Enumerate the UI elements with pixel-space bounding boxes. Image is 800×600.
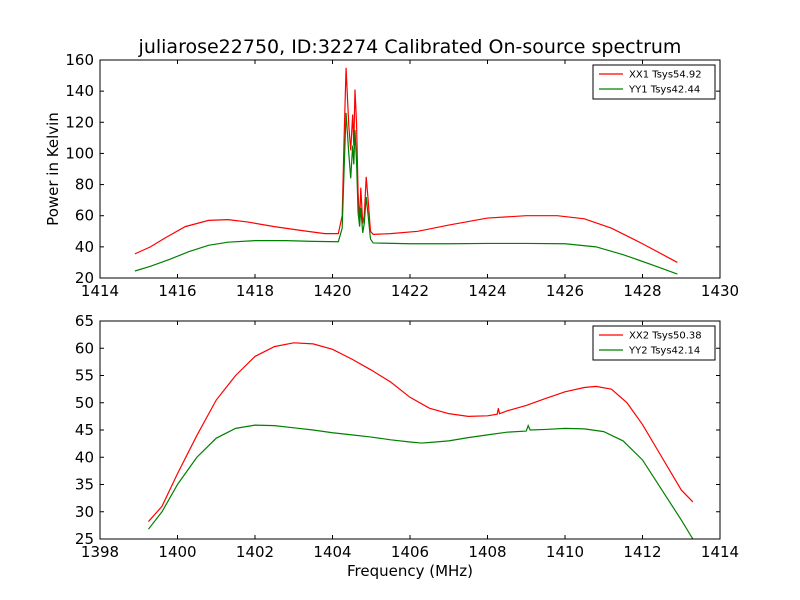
- y-tick-label: 25: [75, 530, 94, 548]
- y-tick-label: 140: [65, 82, 94, 100]
- series-line-yy2: [147, 424, 694, 539]
- x-tick-label: 1410: [546, 543, 584, 561]
- legend-label: YY2 Tsys42.14: [628, 346, 700, 357]
- y-tick-label: 60: [75, 207, 94, 225]
- y-tick-label: 160: [65, 51, 94, 69]
- x-tick-label: 1424: [468, 282, 506, 300]
- y-tick-label: 45: [75, 421, 94, 439]
- x-tick-label: 1408: [468, 543, 506, 561]
- x-tick-label: 1402: [236, 543, 274, 561]
- legend-label: XX1 Tsys54.92: [629, 70, 702, 81]
- legend-box: [592, 325, 716, 361]
- x-tick-label: 1422: [391, 282, 429, 300]
- x-tick-label: 1412: [623, 543, 661, 561]
- x-tick-label: 1426: [546, 282, 584, 300]
- y-tick-label: 55: [75, 367, 94, 385]
- legend: XX2 Tsys50.38 YY2 Tsys42.14: [592, 325, 716, 361]
- legend: XX1 Tsys54.92 YY1 Tsys42.44: [592, 64, 716, 100]
- y-tick-label: 80: [75, 176, 94, 194]
- y-tick-label: 120: [65, 113, 94, 131]
- legend-label: XX2 Tsys50.38: [629, 331, 702, 342]
- y-tick-label: 100: [65, 144, 94, 162]
- x-axis-label: Frequency (MHz): [347, 562, 473, 580]
- x-tick-label: 1418: [236, 282, 274, 300]
- x-tick-label: 1400: [158, 543, 196, 561]
- y-tick-label: 30: [75, 503, 94, 521]
- x-tick-label: 1414: [81, 282, 119, 300]
- legend-label: YY1 Tsys42.44: [628, 85, 700, 96]
- y-tick-label: 35: [75, 476, 94, 494]
- series-line-xx1: [134, 67, 678, 263]
- x-tick-label: 1404: [313, 543, 351, 561]
- y-tick-label: 65: [75, 312, 94, 330]
- chart-panel-1: 1414 1416 1418 1420 1422 1424 1426 1428 1430 20 40…: [44, 51, 739, 300]
- series-line-xx2: [147, 342, 694, 522]
- x-tick-label: 1406: [391, 543, 429, 561]
- chart-title: juliarose22750, ID:32274 Calibrated On-s…: [138, 36, 682, 58]
- y-tick-label: 20: [75, 269, 94, 287]
- y-tick-label: 50: [75, 394, 94, 412]
- y-tick-label: 40: [75, 448, 94, 466]
- charts-layer: 1414 1416 1418 1420 1422 1424 1426 1428 1430 20 40…: [44, 51, 739, 580]
- series-line-yy1: [134, 112, 678, 275]
- chart-panel-2: 1398 1400 1402 1404 1406 1408 1410 1412 1414 25 30…: [75, 312, 739, 580]
- y-tick-label: 40: [75, 238, 94, 256]
- x-tick-label: 1414: [701, 543, 739, 561]
- x-tick-label: 1416: [158, 282, 196, 300]
- y-tick-label: 60: [75, 339, 94, 357]
- x-tick-label: 1420: [313, 282, 351, 300]
- legend-box: [592, 64, 716, 100]
- x-tick-label: 1398: [81, 543, 119, 561]
- x-tick-label: 1430: [701, 282, 739, 300]
- y-axis-label: Power in Kelvin: [44, 112, 62, 226]
- x-tick-label: 1428: [623, 282, 661, 300]
